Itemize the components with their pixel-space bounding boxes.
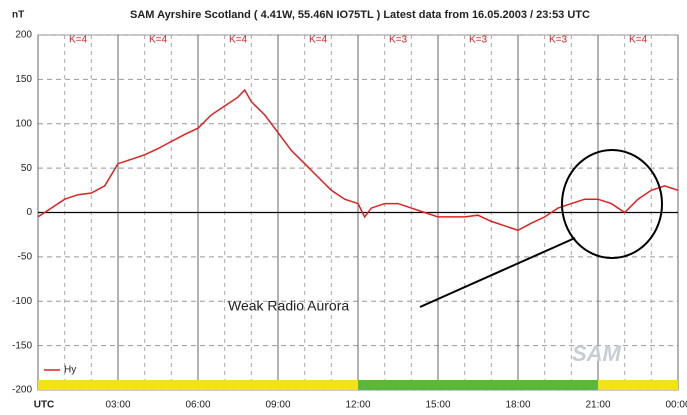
daylight-band	[38, 380, 358, 390]
data-line	[37, 88, 679, 232]
y-tick-label: -150	[12, 340, 32, 351]
x-tick-label: 09:00	[265, 400, 290, 411]
x-tick-label: 21:00	[585, 400, 610, 411]
y-tick-label: 50	[21, 163, 33, 174]
y-tick-label: -200	[12, 385, 32, 396]
y-tick-label: 100	[15, 118, 32, 129]
annotation: Weak Radio Aurora	[228, 298, 349, 314]
x-tick-label: 15:00	[425, 400, 450, 411]
x-tick-label: 06:00	[185, 400, 210, 411]
k-index-label: K=4	[629, 35, 648, 46]
k-index-label: K=4	[309, 35, 328, 46]
daylight-band	[598, 380, 678, 390]
daylight-band	[358, 380, 598, 390]
x-tick-label: 03:00	[105, 400, 130, 411]
highlight-circle	[561, 149, 663, 259]
k-index-label: K=4	[149, 35, 168, 46]
y-tick-label: 150	[15, 74, 32, 85]
y-tick-label: -50	[18, 252, 33, 263]
x-tick-label: UTC	[34, 400, 55, 411]
y-axis-label: nT	[12, 10, 24, 21]
k-index-label: K=3	[469, 35, 488, 46]
k-index-label: K=3	[389, 35, 408, 46]
logo: SAM	[572, 341, 622, 366]
y-tick-label: 200	[15, 30, 32, 41]
y-tick-label: 0	[26, 207, 32, 218]
x-tick-label: 12:00	[345, 400, 370, 411]
annotation-line	[419, 237, 576, 308]
legend-label: Hy	[64, 365, 76, 376]
chart-title: SAM Ayrshire Scotland ( 4.41W, 55.46N IO…	[130, 9, 590, 21]
x-tick-label: 00:00	[665, 400, 687, 411]
k-index-label: K=3	[549, 35, 568, 46]
k-index-label: K=4	[229, 35, 248, 46]
k-index-label: K=4	[69, 35, 88, 46]
y-tick-label: -100	[12, 296, 32, 307]
x-tick-label: 18:00	[505, 400, 530, 411]
